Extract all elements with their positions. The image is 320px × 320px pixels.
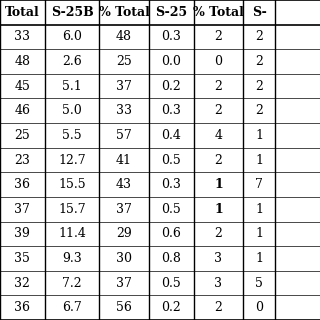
Text: 5.0: 5.0 (62, 104, 82, 117)
Text: 1: 1 (255, 227, 263, 240)
Text: 2: 2 (255, 104, 263, 117)
Text: 2: 2 (255, 55, 263, 68)
Text: % Total: % Total (99, 6, 149, 19)
Bar (0, 295, 320, 320)
Text: 41: 41 (116, 154, 132, 166)
Text: 2: 2 (214, 227, 222, 240)
Text: 0.8: 0.8 (161, 252, 181, 265)
Text: 29: 29 (116, 227, 132, 240)
Text: S-: S- (252, 6, 267, 19)
Text: 2: 2 (255, 30, 263, 44)
Text: 1: 1 (214, 203, 223, 216)
Text: 35: 35 (14, 252, 30, 265)
Text: 1: 1 (255, 129, 263, 142)
Bar (0, 246, 320, 271)
Text: 0.5: 0.5 (161, 276, 181, 290)
Text: 0: 0 (255, 301, 263, 314)
Text: 56: 56 (116, 301, 132, 314)
Text: 33: 33 (14, 30, 30, 44)
Text: 7: 7 (255, 178, 263, 191)
Text: 32: 32 (14, 276, 30, 290)
Text: 36: 36 (14, 178, 30, 191)
Bar (0, 197, 320, 221)
Text: 37: 37 (116, 203, 132, 216)
Text: 2.6: 2.6 (62, 55, 82, 68)
Text: 1: 1 (255, 154, 263, 166)
Text: 23: 23 (14, 154, 30, 166)
Text: 3: 3 (214, 276, 222, 290)
Text: 45: 45 (14, 80, 30, 93)
Text: 4: 4 (214, 129, 222, 142)
Text: 0.3: 0.3 (161, 104, 181, 117)
Bar (0, 49, 320, 74)
Bar (0, 99, 320, 123)
Text: 2: 2 (214, 104, 222, 117)
Text: 0.4: 0.4 (161, 129, 181, 142)
Text: 1: 1 (214, 178, 223, 191)
Text: 48: 48 (116, 30, 132, 44)
Text: 37: 37 (116, 80, 132, 93)
Text: 37: 37 (14, 203, 30, 216)
Text: 15.7: 15.7 (58, 203, 86, 216)
Text: S-25: S-25 (155, 6, 187, 19)
Text: 0.3: 0.3 (161, 30, 181, 44)
Text: Total: Total (5, 6, 40, 19)
Text: 7.2: 7.2 (62, 276, 82, 290)
Text: 9.3: 9.3 (62, 252, 82, 265)
Text: S-25B: S-25B (51, 6, 93, 19)
Text: 0.0: 0.0 (161, 55, 181, 68)
Text: 0.2: 0.2 (161, 301, 181, 314)
Text: 2: 2 (214, 30, 222, 44)
Text: 2: 2 (214, 154, 222, 166)
Text: 11.4: 11.4 (58, 227, 86, 240)
Text: 6.7: 6.7 (62, 301, 82, 314)
Bar (0, 74, 320, 99)
Text: 39: 39 (14, 227, 30, 240)
Text: 33: 33 (116, 104, 132, 117)
Text: 0.3: 0.3 (161, 178, 181, 191)
Bar (0, 172, 320, 197)
Text: 0.5: 0.5 (161, 203, 181, 216)
Text: 25: 25 (14, 129, 30, 142)
Text: 15.5: 15.5 (58, 178, 86, 191)
Bar (0, 123, 320, 148)
Text: 2: 2 (255, 80, 263, 93)
Text: 48: 48 (14, 55, 30, 68)
Text: 36: 36 (14, 301, 30, 314)
Text: 0.2: 0.2 (161, 80, 181, 93)
Bar (0, 0, 320, 25)
Text: 2: 2 (214, 80, 222, 93)
Text: 25: 25 (116, 55, 132, 68)
Text: 5: 5 (255, 276, 263, 290)
Bar (0, 148, 320, 172)
Text: 2: 2 (214, 301, 222, 314)
Text: 57: 57 (116, 129, 132, 142)
Text: 0.5: 0.5 (161, 154, 181, 166)
Text: 12.7: 12.7 (58, 154, 86, 166)
Bar (0, 221, 320, 246)
Bar (0, 25, 320, 49)
Text: 1: 1 (255, 252, 263, 265)
Text: 30: 30 (116, 252, 132, 265)
Text: 3: 3 (214, 252, 222, 265)
Text: 43: 43 (116, 178, 132, 191)
Text: 5.5: 5.5 (62, 129, 82, 142)
Text: 0: 0 (214, 55, 222, 68)
Bar (0, 271, 320, 295)
Text: 37: 37 (116, 276, 132, 290)
Text: % Total: % Total (193, 6, 244, 19)
Text: 46: 46 (14, 104, 30, 117)
Text: 1: 1 (255, 203, 263, 216)
Text: 6.0: 6.0 (62, 30, 82, 44)
Text: 5.1: 5.1 (62, 80, 82, 93)
Text: 0.6: 0.6 (161, 227, 181, 240)
